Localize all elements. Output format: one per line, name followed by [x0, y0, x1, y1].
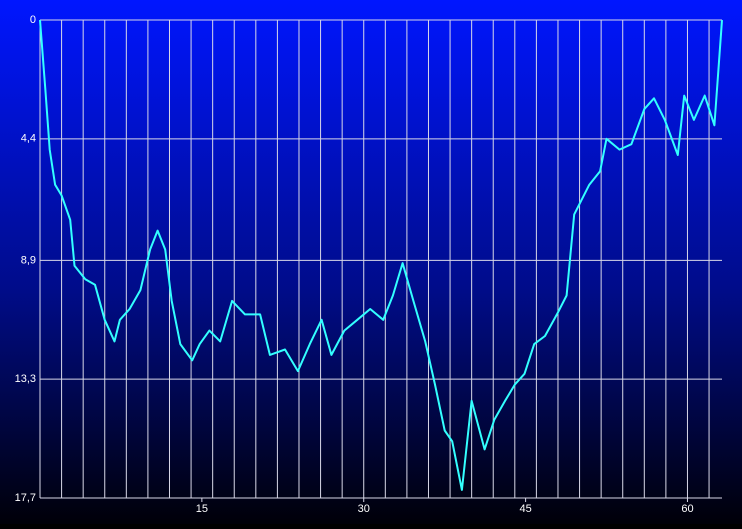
- depth-line: [39, 19, 723, 491]
- y-tick-label: 13,3: [15, 373, 36, 385]
- y-tick-label: 0: [30, 14, 36, 26]
- x-tick-label: 45: [519, 503, 531, 515]
- grid: [39, 19, 722, 502]
- x-tick-label: 30: [358, 503, 370, 515]
- y-tick-label: 4,4: [21, 133, 36, 145]
- y-tick-label: 17,7: [15, 492, 36, 504]
- x-tick-label: 60: [681, 503, 693, 515]
- plot: [39, 19, 723, 491]
- x-tick-label: 15: [196, 503, 208, 515]
- y-tick-label: 8,9: [21, 254, 36, 266]
